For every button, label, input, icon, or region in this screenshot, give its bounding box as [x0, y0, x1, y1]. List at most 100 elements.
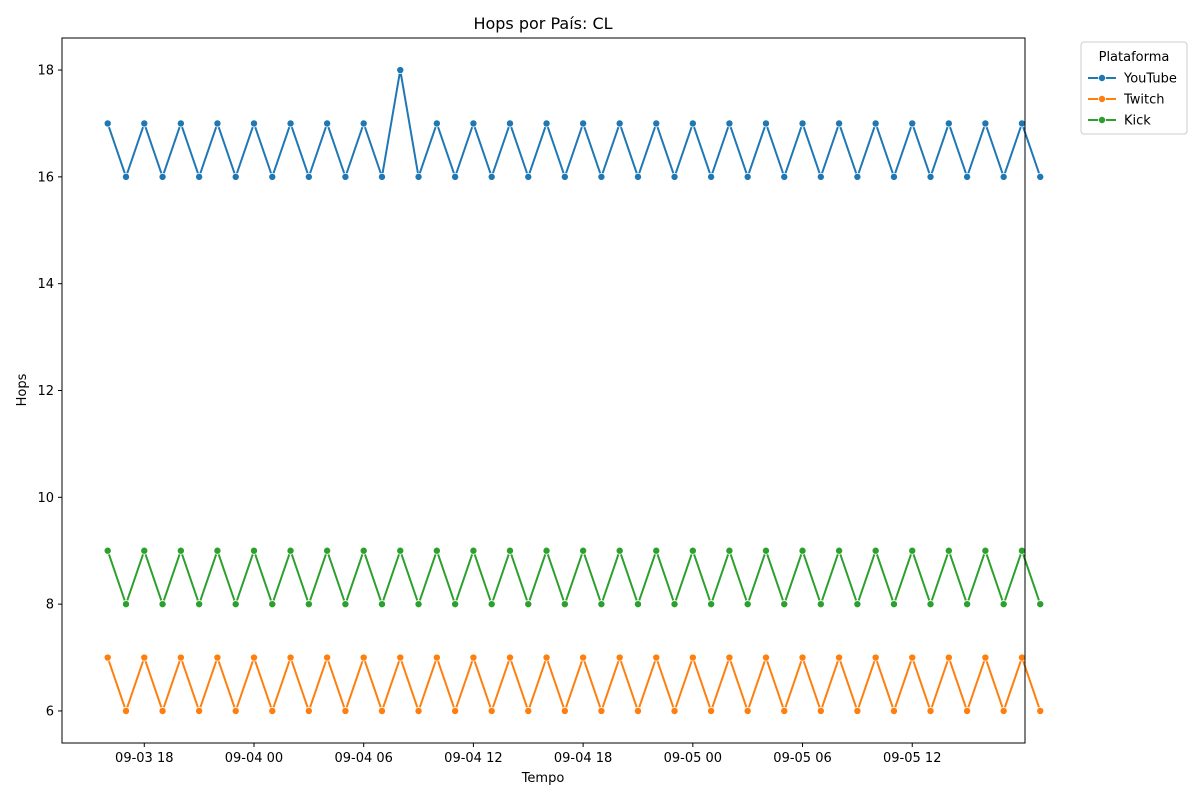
- data-point-kick: [213, 546, 222, 555]
- data-point-kick: [304, 600, 313, 609]
- legend-swatch-marker: [1098, 116, 1107, 125]
- x-tick-label: 09-04 18: [554, 751, 612, 766]
- data-point-youtube: [286, 119, 295, 128]
- y-tick-label: 10: [37, 491, 54, 506]
- data-point-kick: [451, 600, 460, 609]
- data-point-twitch: [652, 653, 661, 662]
- data-point-twitch: [140, 653, 149, 662]
- data-point-youtube: [469, 119, 478, 128]
- data-point-twitch: [451, 706, 460, 715]
- data-point-kick: [780, 600, 789, 609]
- data-point-youtube: [780, 172, 789, 181]
- data-point-youtube: [158, 172, 167, 181]
- data-point-twitch: [414, 706, 423, 715]
- y-tick-label: 16: [37, 170, 54, 185]
- data-point-twitch: [323, 653, 332, 662]
- data-point-youtube: [505, 119, 514, 128]
- data-point-kick: [286, 546, 295, 555]
- y-tick-label: 6: [46, 704, 54, 719]
- data-point-twitch: [853, 706, 862, 715]
- data-point-kick: [432, 546, 441, 555]
- data-point-youtube: [999, 172, 1008, 181]
- data-point-youtube: [853, 172, 862, 181]
- data-point-kick: [195, 600, 204, 609]
- data-point-youtube: [981, 119, 990, 128]
- data-point-youtube: [633, 172, 642, 181]
- data-point-youtube: [122, 172, 131, 181]
- data-point-kick: [231, 600, 240, 609]
- data-point-youtube: [487, 172, 496, 181]
- data-point-youtube: [560, 172, 569, 181]
- data-point-kick: [981, 546, 990, 555]
- data-point-kick: [1017, 546, 1026, 555]
- data-point-twitch: [670, 706, 679, 715]
- data-point-youtube: [542, 119, 551, 128]
- data-point-youtube: [871, 119, 880, 128]
- data-point-twitch: [889, 706, 898, 715]
- data-point-twitch: [633, 706, 642, 715]
- data-point-kick: [688, 546, 697, 555]
- data-point-youtube: [451, 172, 460, 181]
- data-point-kick: [798, 546, 807, 555]
- chart-title: Hops por País: CL: [473, 14, 612, 33]
- data-point-twitch: [999, 706, 1008, 715]
- data-point-youtube: [889, 172, 898, 181]
- data-point-kick: [707, 600, 716, 609]
- data-point-youtube: [359, 119, 368, 128]
- data-point-kick: [469, 546, 478, 555]
- legend-label-kick: Kick: [1124, 114, 1151, 129]
- data-point-twitch: [158, 706, 167, 715]
- data-point-kick: [963, 600, 972, 609]
- data-point-kick: [560, 600, 569, 609]
- data-point-twitch: [780, 706, 789, 715]
- data-point-kick: [761, 546, 770, 555]
- data-point-kick: [579, 546, 588, 555]
- data-point-twitch: [707, 706, 716, 715]
- data-point-twitch: [103, 653, 112, 662]
- data-point-twitch: [341, 706, 350, 715]
- data-point-twitch: [908, 653, 917, 662]
- data-point-kick: [926, 600, 935, 609]
- data-point-kick: [725, 546, 734, 555]
- data-point-twitch: [432, 653, 441, 662]
- data-point-youtube: [615, 119, 624, 128]
- data-point-twitch: [286, 653, 295, 662]
- legend-label-youtube: YouTube: [1123, 72, 1177, 87]
- legend-swatch-marker: [1098, 74, 1107, 83]
- data-point-youtube: [597, 172, 606, 181]
- data-point-kick: [615, 546, 624, 555]
- data-point-youtube: [432, 119, 441, 128]
- data-point-kick: [999, 600, 1008, 609]
- data-point-kick: [670, 600, 679, 609]
- data-point-youtube: [707, 172, 716, 181]
- y-axis: 6 8 10 12 14 16 18: [37, 64, 62, 719]
- data-point-twitch: [122, 706, 131, 715]
- data-point-twitch: [963, 706, 972, 715]
- data-point-youtube: [268, 172, 277, 181]
- data-point-kick: [871, 546, 880, 555]
- data-point-twitch: [743, 706, 752, 715]
- data-point-twitch: [597, 706, 606, 715]
- data-point-twitch: [926, 706, 935, 715]
- x-tick-label: 09-04 06: [334, 751, 392, 766]
- x-tick-label: 09-05 12: [883, 751, 941, 766]
- data-point-kick: [359, 546, 368, 555]
- data-point-twitch: [816, 706, 825, 715]
- data-point-youtube: [341, 172, 350, 181]
- data-point-twitch: [579, 653, 588, 662]
- data-point-youtube: [652, 119, 661, 128]
- data-point-kick: [158, 600, 167, 609]
- data-point-youtube: [195, 172, 204, 181]
- data-point-twitch: [487, 706, 496, 715]
- data-point-twitch: [268, 706, 277, 715]
- data-point-youtube: [249, 119, 258, 128]
- y-tick-label: 12: [37, 384, 54, 399]
- data-point-kick: [542, 546, 551, 555]
- legend-frame: [1080, 41, 1188, 135]
- data-point-youtube: [213, 119, 222, 128]
- data-point-twitch: [1036, 706, 1045, 715]
- x-axis-label: Tempo: [521, 771, 565, 786]
- data-point-youtube: [944, 119, 953, 128]
- data-point-youtube: [725, 119, 734, 128]
